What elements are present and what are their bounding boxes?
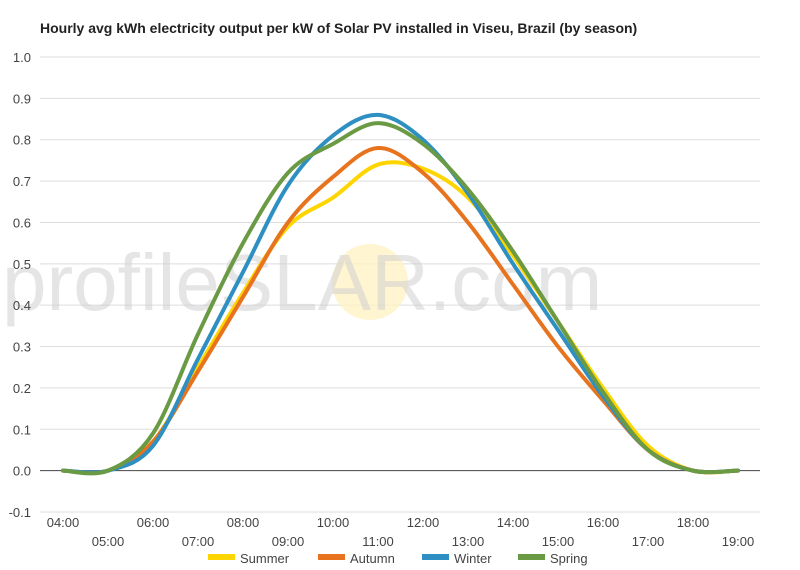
x-tick-label: 11:00 [362,534,394,549]
x-tick-label: 16:00 [587,515,620,530]
legend-item-spring: Spring [518,551,588,566]
watermark-sun-icon [332,244,408,320]
x-tick-label: 07:00 [182,534,215,549]
legend-label: Spring [550,551,588,566]
legend-label: Summer [240,551,290,566]
x-tick-label: 13:00 [452,534,485,549]
legend-swatch [518,554,545,560]
chart-title: Hourly avg kWh electricity output per kW… [40,20,637,36]
legend-item-winter: Winter [422,551,492,566]
legend-swatch [208,554,235,560]
legend: Summer Autumn Winter Spring [208,551,588,566]
x-tick-label: 10:00 [317,515,350,530]
x-tick-label: 06:00 [137,515,170,530]
y-tick-label: 0.1 [13,422,31,437]
y-tick-label: 0.4 [13,298,31,313]
y-tick-label: -0.1 [9,505,31,520]
legend-item-summer: Summer [208,551,290,566]
x-tick-label: 05:00 [92,534,125,549]
x-tick-label: 12:00 [407,515,440,530]
x-tick-label: 17:00 [632,534,665,549]
legend-item-autumn: Autumn [318,551,395,566]
y-tick-label: 0.8 [13,133,31,148]
legend-swatch [318,554,345,560]
x-axis: 04:00 05:00 06:00 07:00 08:00 09:00 10:00 11:00… [47,515,755,549]
x-tick-label: 09:00 [272,534,305,549]
y-tick-label: 0.5 [13,257,31,272]
x-tick-label: 18:00 [677,515,710,530]
y-tick-label: 0.6 [13,215,31,230]
y-axis: -0.1 0.0 0.1 0.2 0.3 0.4 0.5 0.6 0.7 0.8 0.9 1.0 [9,50,31,520]
y-tick-label: 0.2 [13,381,31,396]
x-tick-label: 04:00 [47,515,80,530]
y-tick-label: 0.3 [13,340,31,355]
legend-label: Autumn [350,551,395,566]
series-lines [61,112,740,476]
y-tick-label: 0.7 [13,174,31,189]
legend-label: Winter [454,551,492,566]
x-tick-label: 19:00 [722,534,755,549]
series-line-spring [61,121,740,476]
x-tick-label: 14:00 [497,515,530,530]
y-tick-label: 0.0 [13,464,31,479]
y-tick-label: 0.9 [13,91,31,106]
x-tick-label: 08:00 [227,515,260,530]
x-tick-label: 15:00 [542,534,575,549]
y-tick-label: 1.0 [13,50,31,65]
legend-swatch [422,554,449,560]
